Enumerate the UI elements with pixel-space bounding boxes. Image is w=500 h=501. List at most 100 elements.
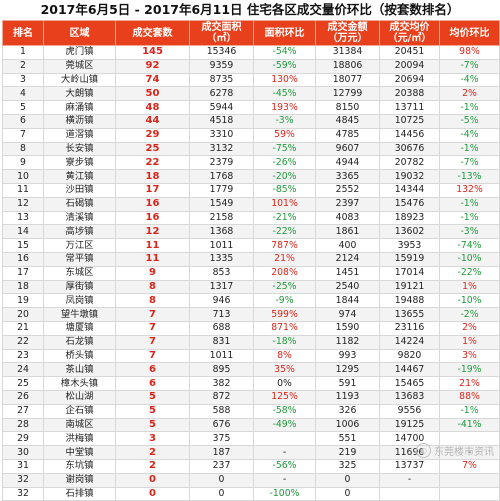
amount-cell: 9607 [315,141,380,157]
rank-cell: 21 [2,320,44,336]
table-row: 1 虎门镇 145 15346 -54% 31384 20451 98% [2,45,500,60]
table-row: 5 麻涌镇 48 5944 193% 8150 13711 -1% [2,100,500,115]
amount-cell: 4083 [315,210,380,226]
avg-price-cell: 13737 [379,458,440,474]
table-row: 26 松山湖 5 872 125% 1193 13683 88% [2,389,500,405]
data-table: 排名 区域 成交套数 成交面积 （㎡） 面积环比 成交金额 （万元） 成交均价 （元/㎡） 均价环比… [2,20,500,501]
area-change-cell: 59% [253,127,316,143]
area-change-cell: -100% [253,486,316,501]
area-cell: 洪梅镇 [43,431,116,447]
floor-area-cell: 1779 [189,182,254,198]
count-cell: 8 [115,293,190,309]
price-change-cell: -1% [439,100,500,115]
floor-area-cell: 375 [189,431,254,447]
price-change-cell: -4% [439,72,500,88]
floor-area-cell: 1549 [189,196,254,212]
count-cell: 2 [115,458,190,474]
count-cell: 44 [115,113,190,129]
column-header: 均价环比 [439,20,500,46]
amount-cell: 31384 [315,45,380,60]
area-change-cell: 871% [253,320,316,336]
rank-cell: 19 [2,293,44,309]
area-cell: 虎门镇 [43,45,116,60]
count-cell: 22 [115,155,190,171]
floor-area-cell: 8735 [189,72,254,88]
floor-area-cell: 3132 [189,141,254,157]
amount-cell: 12799 [315,86,380,102]
area-cell: 谢岗镇 [43,472,116,488]
rank-cell: 29 [2,431,44,447]
area-cell: 大朗镇 [43,86,116,102]
rank-cell: 26 [2,389,44,405]
area-cell: 横沥镇 [43,113,116,129]
amount-cell: 551 [315,431,380,447]
floor-area-cell: 0 [189,472,254,488]
count-cell: 8 [115,279,190,295]
price-change-cell: -13% [439,169,500,184]
avg-price-cell: 20451 [379,45,440,60]
floor-area-cell: 1317 [189,279,254,295]
avg-price-cell: 20694 [379,72,440,88]
rank-cell: 16 [2,251,44,267]
area-change-cell: -45% [253,86,316,102]
floor-area-cell: 0 [189,486,254,501]
area-change-cell: 35% [253,362,316,378]
rank-cell: 15 [2,238,44,253]
rank-cell: 13 [2,210,44,226]
price-change-cell: -10% [439,293,500,309]
floor-area-cell: 588 [189,403,254,419]
price-change-cell: 21% [439,376,500,391]
amount-cell: 0 [315,486,380,501]
page-title: 2017年6月5日 - 2017年6月11日 住宅各区成交量价环比（按套数排名） [40,2,460,17]
count-cell: 7 [115,348,190,364]
count-cell: 48 [115,100,190,115]
amount-cell: 0 [315,472,380,488]
rank-cell: 32 [2,486,44,501]
floor-area-cell: 2379 [189,155,254,171]
area-cell: 厚街镇 [43,279,116,295]
avg-price-cell: 15476 [379,196,440,212]
area-change-cell [253,431,316,447]
area-cell: 沙田镇 [43,182,116,198]
watermark-text: 东莞楼市资讯 [434,447,494,458]
table-row: 8 长安镇 25 3132 -75% 9607 30676 -1% [2,141,500,157]
amount-cell: 325 [315,458,380,474]
floor-area-cell: 688 [189,320,254,336]
floor-area-cell: 1011 [189,348,254,364]
price-change-cell: 132% [439,182,500,198]
amount-cell: 591 [315,376,380,391]
floor-area-cell: 1768 [189,169,254,184]
table-row: 11 沙田镇 17 1779 -85% 2552 14344 132% [2,182,500,198]
count-cell: 6 [115,376,190,391]
area-cell: 寮步镇 [43,155,116,171]
avg-price-cell: 3953 [379,238,440,253]
area-cell: 中堂镇 [43,445,116,460]
amount-cell: 326 [315,403,380,419]
count-cell: 9 [115,265,190,281]
area-cell: 凤岗镇 [43,293,116,309]
area-change-cell: 208% [253,265,316,281]
rank-cell: 20 [2,307,44,322]
count-cell: 0 [115,486,190,501]
floor-area-cell: 831 [189,334,254,350]
price-change-cell [439,472,500,488]
count-cell: 7 [115,307,190,322]
avg-price-cell: 19032 [379,169,440,184]
avg-price-cell: 20782 [379,155,440,171]
count-cell: 6 [115,362,190,378]
rank-cell: 7 [2,127,44,143]
floor-area-cell: 1335 [189,251,254,267]
rank-cell: 14 [2,224,44,240]
rank-cell: 2 [2,58,44,74]
area-change-cell: -22% [253,224,316,240]
count-cell: 11 [115,251,190,267]
table-row: 10 黄江镇 18 1768 -20% 3365 19032 -13% [2,169,500,184]
count-cell: 92 [115,58,190,74]
area-change-cell: -21% [253,210,316,226]
floor-area-cell: 713 [189,307,254,322]
area-change-cell: 130% [253,72,316,88]
avg-price-cell [379,486,440,501]
price-change-cell: 1% [439,334,500,350]
rank-cell: 24 [2,362,44,378]
count-cell: 74 [115,72,190,88]
